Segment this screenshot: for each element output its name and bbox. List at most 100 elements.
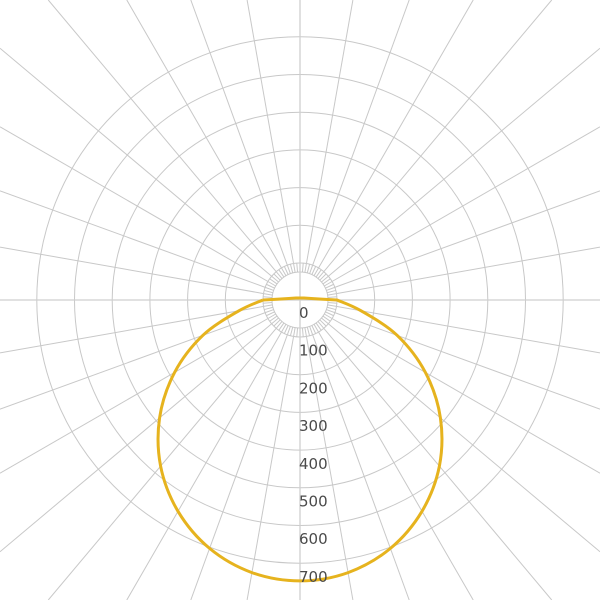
minor-tick bbox=[306, 326, 311, 336]
spoke-310deg bbox=[0, 323, 272, 553]
minor-tick bbox=[264, 289, 274, 294]
minor-tick bbox=[281, 267, 287, 277]
radial-tick-label: 500 bbox=[299, 493, 328, 511]
minor-tick bbox=[263, 296, 273, 299]
spoke-240deg bbox=[0, 126, 269, 282]
minor-tick bbox=[275, 271, 283, 279]
minor-tick bbox=[317, 271, 325, 279]
minor-tick bbox=[286, 326, 291, 335]
spoke-250deg bbox=[0, 190, 266, 288]
spoke-160deg bbox=[312, 0, 410, 266]
minor-tick bbox=[265, 286, 274, 291]
minor-tick bbox=[311, 266, 317, 275]
spoke-260deg bbox=[0, 246, 264, 295]
minor-tick bbox=[289, 264, 294, 274]
spoke-340deg bbox=[190, 334, 288, 600]
minor-tick bbox=[296, 327, 299, 337]
spoke-280deg bbox=[0, 305, 264, 354]
spoke-150deg bbox=[318, 0, 474, 269]
minor-tick bbox=[271, 275, 279, 283]
minor-tick bbox=[301, 263, 304, 273]
spoke-300deg bbox=[0, 318, 269, 474]
radial-tick-label: 700 bbox=[299, 568, 328, 586]
minor-tick bbox=[321, 275, 329, 283]
minor-tick bbox=[309, 265, 314, 274]
minor-tick bbox=[323, 313, 333, 319]
minor-tick bbox=[281, 323, 287, 333]
minor-tick bbox=[326, 306, 336, 311]
spoke-50deg bbox=[328, 323, 600, 553]
minor-tick bbox=[319, 319, 327, 327]
spoke-80deg bbox=[336, 305, 600, 354]
radial-tick-label: 300 bbox=[299, 417, 328, 435]
minor-tick bbox=[319, 273, 327, 281]
minor-tick bbox=[304, 263, 307, 273]
minor-tick bbox=[266, 283, 275, 289]
minor-tick bbox=[326, 286, 335, 291]
spoke-10deg bbox=[305, 336, 354, 600]
minor-tick bbox=[322, 278, 331, 285]
radial-tick-label: 400 bbox=[299, 455, 328, 473]
minor-tick bbox=[264, 306, 274, 311]
minor-tick bbox=[267, 281, 277, 287]
spoke-210deg bbox=[126, 0, 282, 269]
spoke-40deg bbox=[323, 328, 553, 600]
minor-tick bbox=[323, 281, 333, 287]
spoke-120deg bbox=[331, 126, 600, 282]
spoke-290deg bbox=[0, 312, 266, 410]
minor-tick bbox=[278, 269, 285, 278]
spoke-170deg bbox=[305, 0, 354, 264]
intensity-curve bbox=[156, 296, 444, 583]
spoke-20deg bbox=[312, 334, 410, 600]
radial-tick-label: 100 bbox=[299, 342, 328, 360]
spoke-190deg bbox=[246, 0, 295, 264]
spoke-100deg bbox=[336, 246, 600, 295]
radial-tick-labels: 0 100 200 300 400 500 600 700 bbox=[299, 304, 328, 586]
spoke-200deg bbox=[190, 0, 288, 266]
minor-tick bbox=[326, 289, 336, 294]
radial-tick-label: 200 bbox=[299, 379, 328, 397]
minor-tick bbox=[309, 326, 314, 335]
spoke-230deg bbox=[0, 47, 272, 277]
spoke-140deg bbox=[323, 0, 553, 272]
spoke-30deg bbox=[318, 331, 474, 600]
spoke-350deg bbox=[246, 336, 295, 600]
minor-tick bbox=[273, 319, 281, 327]
minor-tick bbox=[263, 304, 273, 307]
minor-tick bbox=[293, 263, 296, 273]
minor-tick bbox=[313, 323, 319, 333]
minor-tick bbox=[315, 269, 322, 278]
minor-tick bbox=[317, 321, 325, 329]
minor-tick bbox=[325, 283, 334, 289]
minor-tick bbox=[263, 301, 273, 304]
minor-tick bbox=[315, 322, 322, 331]
minor-tick bbox=[266, 311, 275, 317]
minor-tick bbox=[322, 315, 331, 322]
minor-tick bbox=[289, 326, 294, 336]
minor-tick bbox=[275, 321, 283, 329]
intensity-curve-layer bbox=[156, 296, 444, 583]
spoke-330deg bbox=[126, 331, 282, 600]
spoke-220deg bbox=[47, 0, 277, 272]
minor-tick bbox=[306, 264, 311, 274]
minor-tick bbox=[283, 325, 289, 334]
minor-tick bbox=[321, 317, 329, 325]
minor-tick bbox=[267, 313, 277, 319]
minor-tick bbox=[293, 327, 296, 337]
spoke-60deg bbox=[331, 318, 600, 474]
minor-tick bbox=[263, 293, 273, 296]
minor-tick bbox=[301, 327, 304, 337]
spoke-70deg bbox=[334, 312, 600, 410]
spoke-320deg bbox=[47, 328, 277, 600]
minor-tick bbox=[313, 267, 319, 277]
minor-tick bbox=[327, 293, 337, 296]
minor-tick bbox=[278, 322, 285, 331]
minor-tick bbox=[271, 317, 279, 325]
minor-tick bbox=[265, 309, 274, 314]
minor-tick bbox=[326, 309, 335, 314]
minor-tick bbox=[325, 311, 334, 317]
minor-tick bbox=[327, 304, 337, 307]
minor-tick bbox=[296, 263, 299, 273]
